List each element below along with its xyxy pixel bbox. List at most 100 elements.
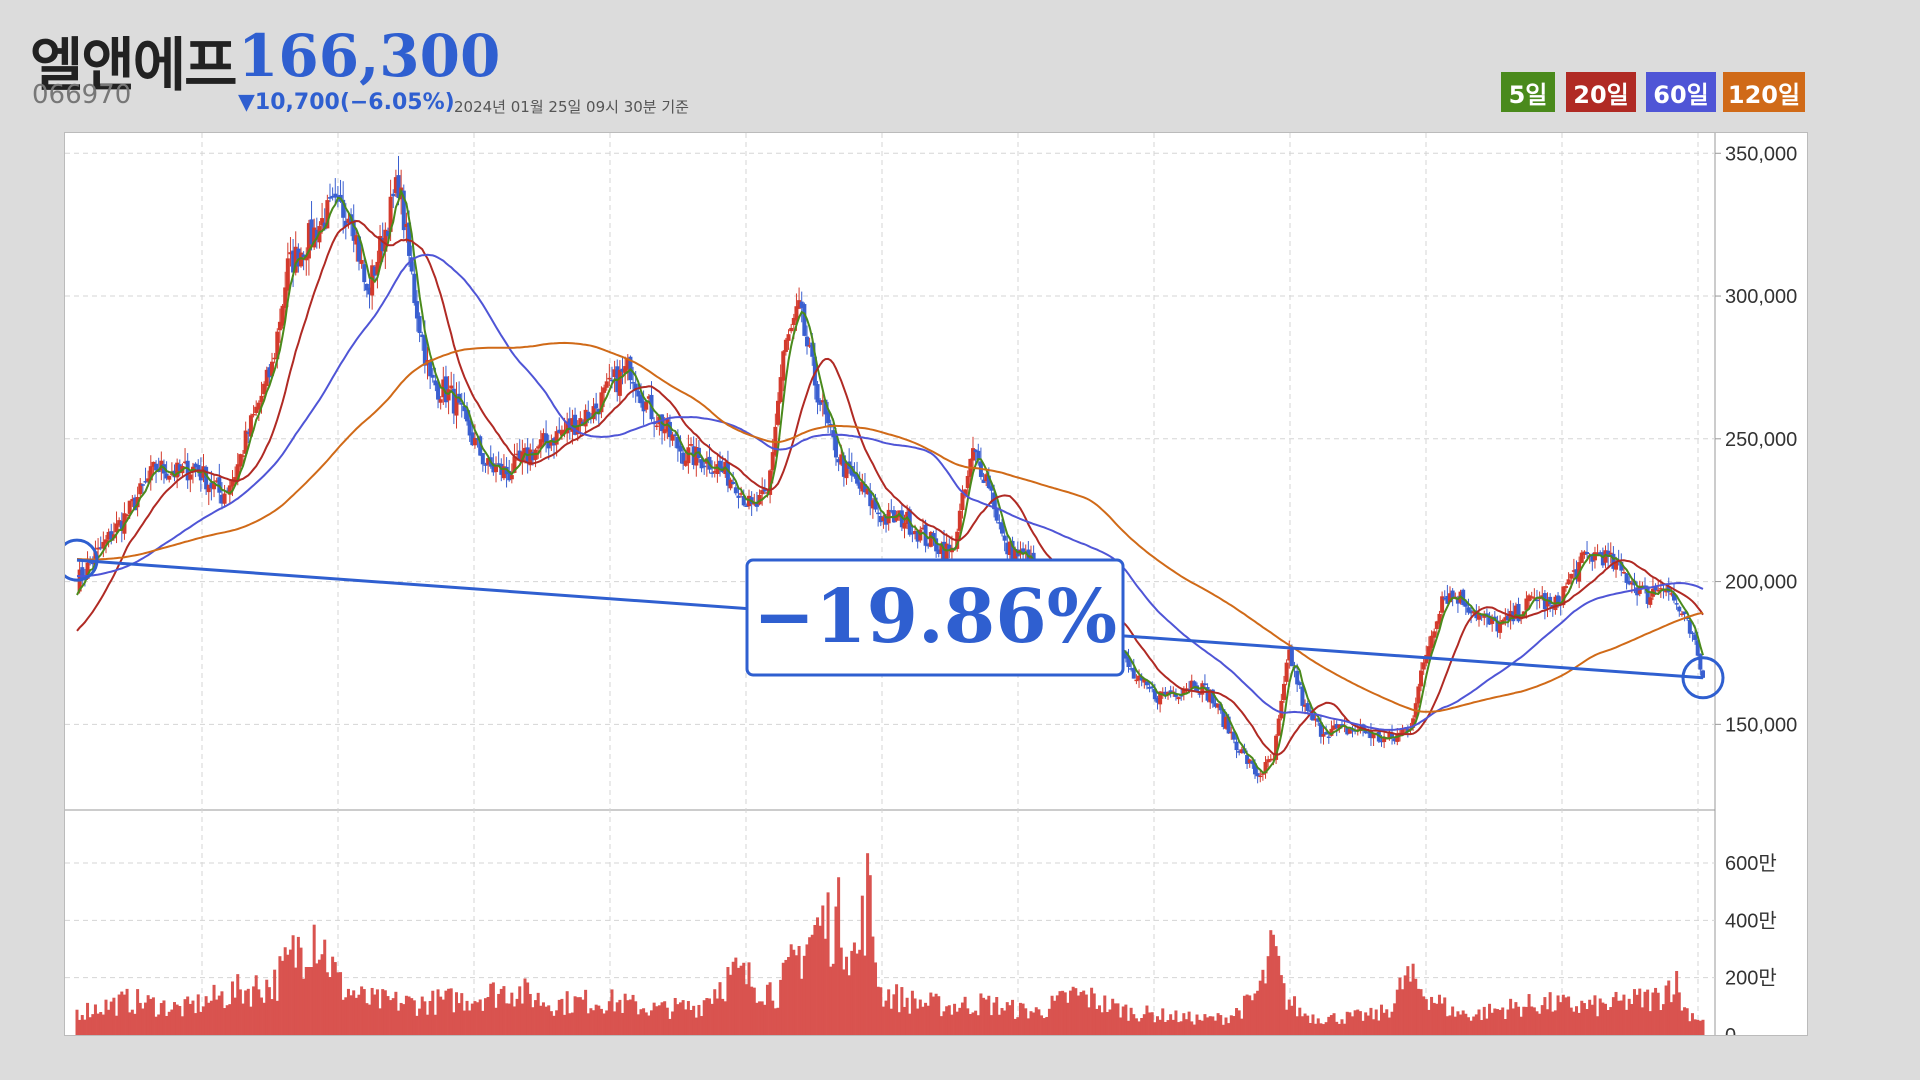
candle-body — [1002, 535, 1007, 541]
candle-body — [712, 471, 717, 473]
volume-bar — [460, 993, 464, 1035]
volume-bar — [494, 1007, 498, 1035]
candle-body — [833, 434, 838, 458]
candle-body — [1524, 598, 1529, 611]
candle-body — [393, 177, 398, 194]
volume-bar — [750, 986, 754, 1035]
volume-bar — [1422, 996, 1426, 1035]
volume-bar — [1456, 1011, 1460, 1035]
volume-bar — [188, 1003, 192, 1035]
volume-bar — [934, 993, 938, 1035]
volume-bar — [1029, 1011, 1033, 1035]
volume-bar — [1221, 1024, 1225, 1035]
volume-bar — [1324, 1022, 1328, 1035]
volume-bar — [1577, 1012, 1581, 1035]
candle-body — [370, 265, 375, 296]
candle-body — [143, 481, 148, 483]
volume-bar — [1451, 1006, 1455, 1035]
candle-body — [1347, 729, 1352, 734]
volume-bar — [1177, 1022, 1181, 1035]
volume-bar — [676, 1004, 680, 1035]
volume-bar — [489, 983, 493, 1035]
candle-body — [407, 222, 412, 256]
candle-body — [1463, 602, 1468, 607]
volume-bar — [594, 1004, 598, 1035]
volume-bar — [1124, 1004, 1128, 1035]
candle-body — [1361, 724, 1366, 730]
legend-ma120[interactable]: 120일 — [1723, 72, 1805, 112]
volume-bar — [109, 1001, 113, 1035]
candle-body — [132, 497, 137, 511]
volume-bar — [1248, 995, 1252, 1035]
volume-bar — [1443, 997, 1447, 1035]
legend-ma20[interactable]: 20일 — [1566, 72, 1636, 112]
volume-bar — [1514, 1002, 1518, 1035]
volume-tick-label: 400만 — [1725, 909, 1777, 932]
volume-bar — [1069, 990, 1073, 1035]
volume-bar — [592, 1010, 596, 1035]
volume-bar — [1611, 997, 1615, 1035]
volume-bar — [1548, 992, 1552, 1035]
candle-body — [839, 454, 844, 465]
candle-body — [288, 252, 293, 255]
candle-body — [359, 260, 364, 264]
volume-bar — [539, 1005, 543, 1035]
volume-bar — [1564, 997, 1568, 1035]
volume-bar — [918, 999, 922, 1035]
start-marker — [65, 538, 99, 582]
volume-bar — [773, 1008, 777, 1035]
volume-bar — [787, 957, 791, 1035]
candle-body — [768, 470, 773, 495]
volume-bar — [810, 934, 814, 1035]
volume-bar — [1084, 994, 1088, 1035]
candle-body — [80, 567, 85, 579]
volume-bar — [913, 998, 917, 1035]
volume-bar — [325, 972, 329, 1035]
volume-bar — [99, 1012, 103, 1035]
candle-body — [902, 523, 907, 529]
volume-bar — [402, 1004, 406, 1035]
timestamp: 2024년 01월 25일 09시 30분 기준 — [454, 98, 689, 116]
candle-body — [1648, 597, 1653, 605]
volume-bar — [889, 1008, 893, 1035]
candle-body — [673, 434, 678, 436]
volume-bar — [945, 1006, 949, 1035]
candle-body — [1474, 612, 1479, 619]
volume-bar — [281, 960, 285, 1035]
volume-bar — [1145, 1005, 1149, 1035]
candle-body — [451, 388, 456, 414]
volume-bar — [1677, 992, 1681, 1035]
candle-body — [1152, 688, 1157, 700]
volume-bar — [141, 1008, 145, 1035]
candle-body — [151, 461, 156, 467]
candle-body — [185, 460, 190, 481]
volume-bar — [1493, 1008, 1497, 1035]
legend-ma60[interactable]: 60일 — [1646, 72, 1716, 112]
candle-body — [222, 493, 227, 504]
candle-body — [335, 195, 340, 198]
volume-bar — [1572, 1011, 1576, 1035]
candle-body — [1268, 759, 1273, 761]
candle-body — [420, 334, 425, 338]
candle-body — [604, 381, 609, 388]
legend-ma5[interactable]: 5일 — [1501, 72, 1555, 112]
volume-bar — [599, 1008, 603, 1035]
volume-bar — [1654, 987, 1658, 1035]
candle-body — [1440, 596, 1445, 613]
volume-bar — [1092, 993, 1096, 1035]
price-tick-label: 300,000 — [1725, 286, 1797, 308]
volume-bar — [83, 1019, 87, 1035]
ma120-line — [76, 341, 1704, 713]
volume-bar — [858, 949, 862, 1035]
candle-body — [557, 429, 562, 433]
volume-bar — [336, 972, 340, 1035]
volume-bar — [1469, 1020, 1473, 1035]
volume-bar — [549, 1011, 553, 1035]
candle-body — [283, 287, 288, 309]
candle-body — [198, 470, 203, 481]
volume-bar — [1698, 1020, 1702, 1035]
candle-body — [449, 385, 454, 389]
volume-bar — [117, 994, 121, 1035]
volume-bar — [1108, 1009, 1112, 1035]
volume-bar — [634, 1001, 638, 1035]
